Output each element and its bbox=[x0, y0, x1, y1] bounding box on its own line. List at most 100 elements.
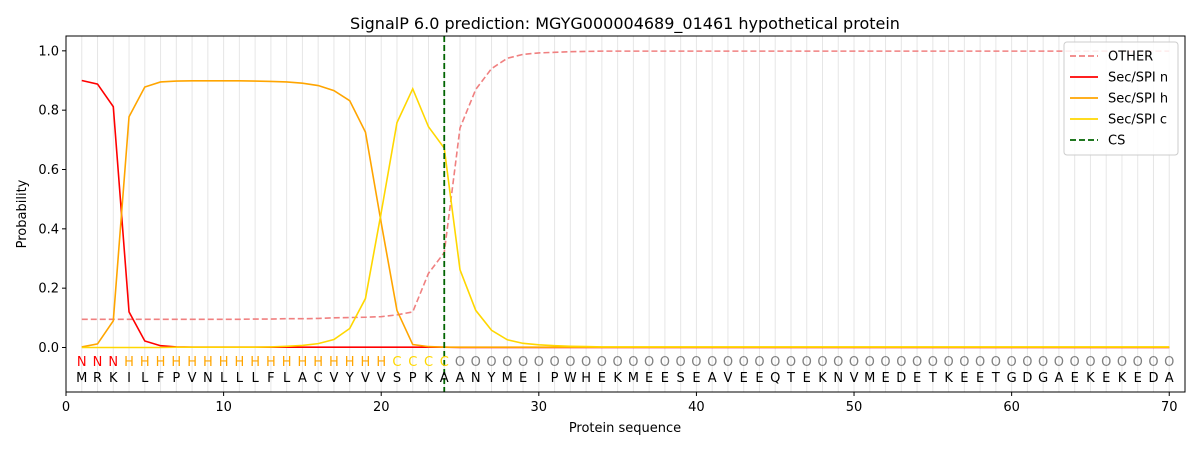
amino-acid-label: C bbox=[314, 371, 323, 386]
amino-acid-label: G bbox=[1007, 371, 1017, 386]
legend-label: Sec/SPI n bbox=[1108, 71, 1168, 86]
region-label: O bbox=[549, 355, 559, 370]
amino-acid-label: P bbox=[172, 371, 180, 386]
region-label: H bbox=[187, 355, 197, 370]
x-tick-label: 10 bbox=[215, 400, 232, 415]
amino-acid-label: E bbox=[803, 371, 811, 386]
amino-acid-label: E bbox=[1071, 371, 1079, 386]
region-label: O bbox=[1007, 355, 1017, 370]
y-tick-label: 0.8 bbox=[38, 104, 59, 119]
amino-acid-label: R bbox=[93, 371, 102, 386]
legend-label: Sec/SPI c bbox=[1108, 113, 1167, 128]
amino-acid-label: A bbox=[1054, 371, 1063, 386]
amino-acid-label: M bbox=[864, 371, 875, 386]
region-label: O bbox=[880, 355, 890, 370]
series-line-other bbox=[81, 50, 1170, 321]
region-label: C bbox=[408, 355, 417, 370]
region-label: O bbox=[644, 355, 654, 370]
region-label: O bbox=[455, 355, 465, 370]
region-label: O bbox=[802, 355, 812, 370]
region-label: H bbox=[282, 355, 292, 370]
region-label: H bbox=[140, 355, 150, 370]
region-label: O bbox=[739, 355, 749, 370]
amino-acid-label: E bbox=[1134, 371, 1142, 386]
amino-acid-label: F bbox=[267, 371, 274, 386]
x-tick-label: 20 bbox=[373, 400, 390, 415]
amino-acid-label: Y bbox=[345, 371, 354, 386]
region-label: O bbox=[1038, 355, 1048, 370]
amino-acid-label: M bbox=[76, 371, 87, 386]
region-label: H bbox=[124, 355, 134, 370]
series-line-sec-spi-c bbox=[81, 86, 1170, 349]
region-label: H bbox=[156, 355, 166, 370]
region-label: O bbox=[1101, 355, 1111, 370]
region-label: O bbox=[1022, 355, 1032, 370]
amino-acid-label: K bbox=[1086, 371, 1095, 386]
amino-acid-label: N bbox=[203, 371, 213, 386]
region-label: O bbox=[471, 355, 481, 370]
x-tick-label: 30 bbox=[531, 400, 548, 415]
amino-acid-label: A bbox=[456, 371, 465, 386]
amino-acid-label: E bbox=[755, 371, 763, 386]
region-label: C bbox=[392, 355, 401, 370]
amino-acid-label: E bbox=[661, 371, 669, 386]
region-label: O bbox=[628, 355, 638, 370]
x-tick-label: 40 bbox=[688, 400, 705, 415]
region-label: O bbox=[1133, 355, 1143, 370]
amino-acid-label: I bbox=[127, 371, 131, 386]
amino-acid-label: V bbox=[329, 371, 338, 386]
amino-acid-label: V bbox=[723, 371, 732, 386]
amino-acid-label: E bbox=[740, 371, 748, 386]
y-tick-label: 0.0 bbox=[38, 341, 59, 356]
region-label: O bbox=[597, 355, 607, 370]
amino-acid-label: D bbox=[896, 371, 906, 386]
amino-acid-label: V bbox=[361, 371, 370, 386]
amino-acid-label: E bbox=[913, 371, 921, 386]
region-label: O bbox=[1164, 355, 1174, 370]
x-tick-label: 50 bbox=[846, 400, 863, 415]
amino-acid-label: A bbox=[440, 371, 449, 386]
amino-acid-label: M bbox=[628, 371, 639, 386]
region-label: H bbox=[266, 355, 276, 370]
region-label: O bbox=[518, 355, 528, 370]
region-label: O bbox=[849, 355, 859, 370]
region-label: N bbox=[108, 355, 118, 370]
region-label: O bbox=[1070, 355, 1080, 370]
amino-acid-label: K bbox=[944, 371, 953, 386]
region-label: O bbox=[770, 355, 780, 370]
amino-acid-label: P bbox=[551, 371, 559, 386]
legend-box bbox=[1063, 41, 1179, 156]
region-label: O bbox=[691, 355, 701, 370]
y-tick-label: 0.4 bbox=[38, 222, 59, 237]
amino-acid-label: L bbox=[220, 371, 228, 386]
region-label: O bbox=[1148, 355, 1158, 370]
amino-acid-label: E bbox=[1102, 371, 1110, 386]
plot-frame bbox=[65, 35, 1186, 393]
region-label: O bbox=[959, 355, 969, 370]
amino-acid-label: D bbox=[1148, 371, 1158, 386]
y-tick-label: 0.2 bbox=[38, 282, 59, 297]
amino-acid-label: H bbox=[581, 371, 591, 386]
amino-acid-label: V bbox=[188, 371, 197, 386]
amino-acid-label: G bbox=[1038, 371, 1048, 386]
region-label: H bbox=[250, 355, 260, 370]
x-tick-label: 60 bbox=[1003, 400, 1020, 415]
amino-acid-label: E bbox=[976, 371, 984, 386]
region-label: H bbox=[298, 355, 308, 370]
amino-acid-label: S bbox=[677, 371, 685, 386]
region-label: O bbox=[1117, 355, 1127, 370]
region-label: O bbox=[534, 355, 544, 370]
legend-label: OTHER bbox=[1108, 50, 1153, 65]
legend-label: CS bbox=[1108, 134, 1125, 149]
x-tick-label: 0 bbox=[62, 400, 70, 415]
region-label: O bbox=[1085, 355, 1095, 370]
region-label: H bbox=[313, 355, 323, 370]
region-label: O bbox=[943, 355, 953, 370]
region-label: O bbox=[833, 355, 843, 370]
amino-acid-label: E bbox=[645, 371, 653, 386]
region-label: H bbox=[203, 355, 213, 370]
amino-acid-label: M bbox=[502, 371, 513, 386]
amino-acid-label: A bbox=[298, 371, 307, 386]
